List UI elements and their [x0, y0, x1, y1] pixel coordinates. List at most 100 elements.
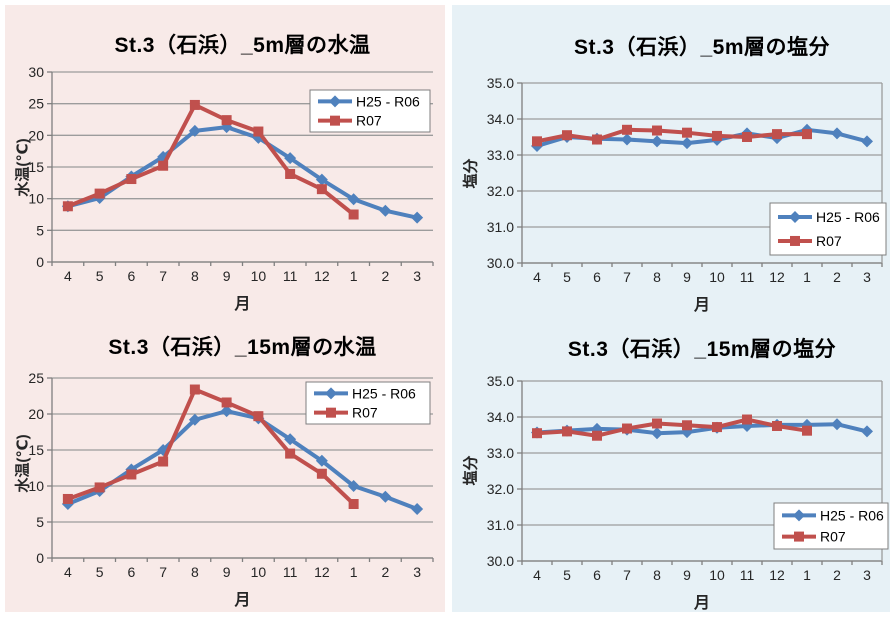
data-point-marker	[94, 482, 105, 493]
data-point-marker	[285, 448, 296, 459]
x-tick-label: 7	[159, 268, 167, 284]
x-tick-label: 11	[283, 268, 298, 284]
x-tick-label: 1	[803, 567, 811, 583]
series-line-R07	[535, 127, 809, 144]
x-tick-label: 5	[96, 564, 104, 580]
salinity-panel: St.3（石浜）_5m層の塩分 塩分 30.0 31.0 32.0 33.0 34.0 3…	[452, 5, 890, 612]
x-tick-label: 1	[350, 564, 358, 580]
data-point-marker	[712, 130, 722, 141]
legend-label: R07	[820, 529, 846, 545]
chart-title: St.3（石浜）_15m層の塩分	[567, 338, 837, 361]
x-tick-label: 7	[159, 564, 167, 580]
y-tick-label: 32.0	[487, 481, 514, 497]
y-tick-label: 33.0	[487, 147, 514, 163]
data-point-marker	[742, 132, 752, 142]
data-point-marker	[221, 115, 232, 126]
data-point-marker	[188, 413, 201, 426]
data-point-marker	[651, 135, 663, 148]
chart-title: St.3（石浜）_5m層の水温	[114, 34, 371, 57]
y-tick-label: 20	[28, 127, 44, 143]
legend-label: H25 - R06	[356, 93, 420, 109]
data-point-marker	[532, 136, 542, 147]
data-point-marker	[622, 124, 632, 135]
data-point-marker	[742, 414, 752, 425]
y-tick-label: 35.0	[487, 75, 514, 91]
x-tick-label: 10	[251, 268, 267, 284]
legend-box	[769, 202, 887, 256]
data-point-marker	[621, 133, 633, 146]
legend-label: R07	[356, 113, 382, 129]
legend-box	[773, 502, 889, 550]
y-tick-label: 30.0	[487, 553, 514, 569]
legend-marker	[326, 407, 336, 418]
legend-marker	[329, 95, 341, 108]
data-point-marker	[285, 168, 296, 179]
x-tick-label: 9	[223, 564, 231, 580]
data-point-marker	[253, 126, 264, 137]
plot-area: 30.031.032.033.034.035.04 5 6 7 8 9 10 11 12 1 2 3H…	[487, 75, 887, 285]
x-tick-label: 10	[709, 269, 725, 285]
data-point-marker	[379, 204, 392, 217]
series-line-R07	[535, 417, 809, 438]
data-point-marker	[831, 127, 843, 140]
data-point-marker	[592, 134, 602, 145]
y-tick-label: 31.0	[487, 517, 514, 533]
y-tick-label: 25	[28, 370, 44, 386]
series-line-R07	[65, 102, 356, 217]
series-line-H25-R06	[65, 125, 420, 220]
data-point-marker	[411, 211, 424, 224]
x-tick-label: 9	[683, 567, 691, 583]
legend-label: R07	[352, 405, 378, 421]
x-tick-label: 2	[381, 268, 389, 284]
data-point-marker	[188, 124, 201, 137]
y-tick-label: 34.0	[487, 111, 514, 127]
y-tick-label: 10	[28, 191, 44, 207]
data-point-marker	[284, 152, 297, 165]
x-tick-label: 11	[740, 269, 755, 285]
y-tick-label: 35.0	[487, 373, 514, 389]
y-tick-label: 5	[36, 514, 44, 530]
y-tick-label: 30.0	[487, 255, 514, 271]
x-axis-label: 月	[693, 595, 710, 612]
x-tick-label: 9	[223, 268, 231, 284]
data-point-marker	[681, 137, 693, 150]
data-point-marker	[712, 422, 722, 433]
legend-marker	[794, 531, 804, 542]
x-tick-label: 2	[833, 567, 841, 583]
x-tick-label: 4	[64, 564, 72, 580]
data-point-marker	[652, 418, 662, 429]
data-point-marker	[62, 201, 73, 212]
data-point-marker	[189, 384, 200, 395]
data-point-marker	[316, 184, 327, 195]
x-tick-label: 2	[833, 269, 841, 285]
data-point-marker	[772, 421, 782, 431]
data-point-marker	[562, 426, 572, 437]
legend-marker	[325, 387, 337, 400]
x-tick-label: 4	[64, 268, 72, 284]
x-tick-label: 6	[127, 564, 135, 580]
data-point-marker	[126, 469, 137, 480]
x-tick-label: 5	[96, 268, 104, 284]
x-tick-label: 8	[191, 564, 199, 580]
x-tick-label: 8	[653, 269, 661, 285]
data-point-marker	[158, 160, 169, 171]
x-tick-label: 11	[740, 567, 755, 583]
legend-marker	[790, 235, 800, 246]
data-point-marker	[802, 129, 812, 140]
legend-label: H25 - R06	[820, 507, 884, 523]
y-tick-label: 0	[36, 550, 44, 566]
x-tick-label: 3	[413, 268, 421, 284]
x-tick-label: 8	[653, 567, 661, 583]
data-point-marker	[772, 129, 782, 140]
legend-marker	[330, 115, 340, 126]
data-point-marker	[532, 428, 542, 439]
data-point-marker	[315, 454, 328, 467]
y-tick-label: 5	[36, 222, 44, 238]
data-point-marker	[682, 420, 692, 431]
data-point-marker	[221, 397, 232, 408]
x-axis-label: 月	[234, 296, 251, 313]
data-point-marker	[651, 427, 663, 440]
data-point-marker	[347, 480, 360, 492]
data-point-marker	[622, 423, 632, 434]
